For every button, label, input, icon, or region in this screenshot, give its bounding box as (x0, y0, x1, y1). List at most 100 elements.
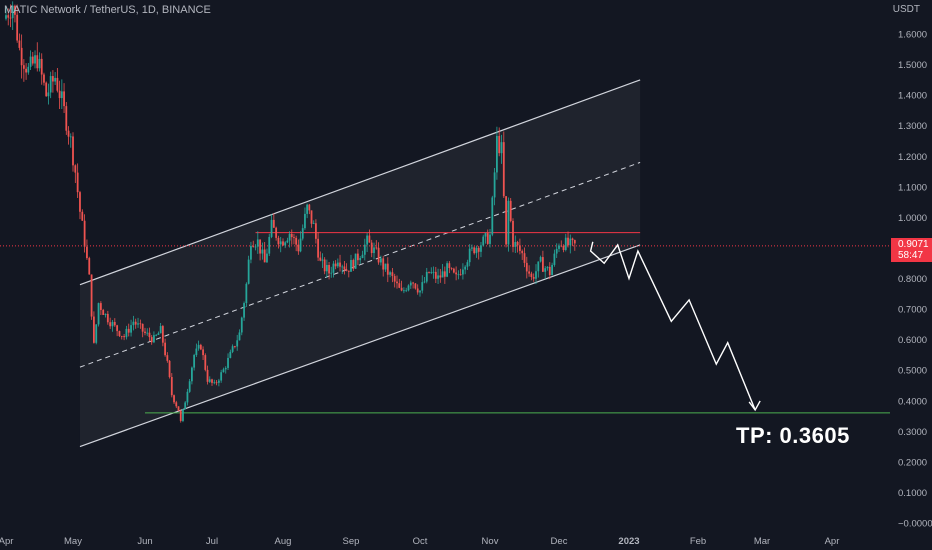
candle-body (519, 245, 521, 251)
candle-body (161, 326, 164, 343)
candle (5, 6, 7, 21)
candle (97, 302, 100, 327)
candle-body (268, 236, 271, 254)
y-tick-label: 1.2000 (898, 152, 927, 163)
candle (310, 210, 313, 228)
candle-body (7, 15, 10, 18)
candle-body (389, 272, 391, 275)
candle (186, 388, 189, 406)
candle-body (403, 290, 405, 292)
channel-upper-line (79, 79, 641, 286)
candle (308, 204, 311, 215)
candle (448, 261, 451, 274)
candle-body (551, 264, 553, 276)
candle (502, 131, 505, 199)
forecast-zigzag (589, 241, 756, 411)
candle-body (564, 237, 567, 250)
candle (539, 255, 542, 263)
candle (261, 242, 264, 260)
candle (489, 229, 491, 248)
candle (573, 239, 576, 251)
candle-body (60, 91, 63, 99)
candle (400, 280, 403, 292)
candle (118, 330, 121, 338)
candle (150, 335, 153, 345)
candle-body (261, 249, 264, 254)
candle (182, 408, 184, 423)
candle-body (38, 58, 41, 69)
candle-body (118, 331, 121, 336)
candle-body (509, 200, 512, 221)
current-price-tag: 0.9071 58:47 (891, 238, 932, 262)
candle-body (343, 266, 346, 270)
candle (334, 260, 337, 270)
candle-body (236, 340, 239, 347)
candle (293, 234, 295, 245)
candle (141, 323, 144, 338)
candle (195, 343, 198, 357)
candle (45, 81, 48, 97)
candle (439, 268, 442, 283)
candle-body (111, 321, 114, 327)
candle-body (450, 268, 453, 269)
candle-body (486, 233, 489, 244)
candle (109, 317, 112, 329)
candle-body (306, 204, 309, 214)
candle (132, 315, 135, 331)
candle (275, 226, 278, 241)
candle-body (22, 65, 25, 69)
candle-body (448, 263, 451, 269)
candle (332, 260, 335, 278)
candle-body (347, 270, 350, 272)
candle-body (88, 258, 91, 275)
candle (468, 244, 471, 267)
candle-body (49, 76, 52, 93)
y-tick-label: 0.1000 (898, 488, 927, 499)
candle-body (81, 211, 84, 221)
candle-body (416, 288, 419, 293)
candle (27, 62, 30, 75)
candle (49, 71, 52, 99)
candle-body (546, 266, 549, 269)
candle-body (18, 40, 21, 48)
candle (43, 72, 45, 86)
candle-body (328, 264, 330, 274)
candle-body (382, 258, 385, 270)
candle-body (150, 337, 153, 343)
candle (164, 338, 166, 357)
candle (389, 270, 391, 278)
candle (113, 318, 116, 327)
candle-body (130, 325, 132, 333)
candle (40, 53, 43, 85)
candle (514, 235, 517, 254)
chart-title: MATIC Network / TetherUS, 1D, BINANCE (4, 4, 211, 16)
candle (560, 240, 563, 248)
candle (446, 261, 448, 278)
candle-body (521, 250, 524, 254)
candle (377, 242, 380, 265)
candle (206, 365, 209, 385)
candle (256, 231, 259, 254)
candle (443, 266, 446, 284)
y-axis[interactable]: 1.6000 1.5000 1.4000 1.3000 1.2000 1.1000 1.00… (898, 30, 932, 530)
candle-body (199, 344, 202, 350)
candle (357, 249, 359, 265)
candle (90, 274, 93, 320)
candle-body (319, 257, 322, 261)
candle (432, 266, 435, 279)
candle-body (468, 248, 471, 263)
candle-body (188, 381, 191, 392)
candle (471, 244, 473, 252)
candle (229, 349, 232, 359)
candle (240, 316, 243, 336)
candle (290, 229, 293, 245)
candle (25, 63, 27, 80)
candle-body (341, 266, 344, 268)
candle (106, 310, 109, 325)
x-axis[interactable]: Apr May Jun Jul Aug Sep Oct Nov Dec 2023 Feb Mar Apr (0, 536, 839, 547)
candle (127, 323, 130, 337)
candle-body (512, 220, 514, 247)
candle-body (412, 282, 414, 284)
candle-body (9, 17, 12, 19)
